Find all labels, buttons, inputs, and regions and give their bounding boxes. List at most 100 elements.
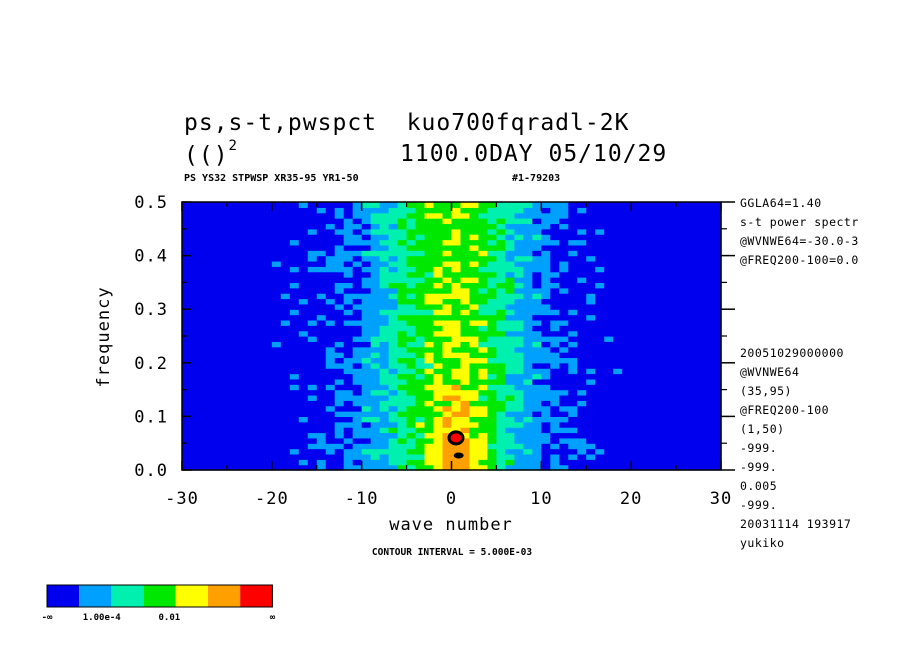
field-cell xyxy=(388,389,399,396)
field-cell xyxy=(199,260,210,267)
field-cell xyxy=(244,277,255,283)
field-cell xyxy=(631,330,641,337)
field-cell xyxy=(703,255,713,262)
field-cell xyxy=(487,352,498,359)
field-cell xyxy=(640,314,650,321)
field-cell xyxy=(604,239,614,246)
colorbar-label: 0.01 xyxy=(159,613,181,623)
field-cell xyxy=(640,271,650,278)
field-cell xyxy=(208,336,219,342)
field-cell xyxy=(271,309,282,316)
field-cell xyxy=(397,287,408,294)
field-cell xyxy=(307,405,318,412)
field-cell xyxy=(577,298,587,305)
field-cell xyxy=(568,448,578,455)
field-cell xyxy=(469,234,480,241)
field-cell xyxy=(361,443,372,450)
field-cell xyxy=(298,453,309,460)
field-cell xyxy=(298,341,309,348)
field-cell xyxy=(352,234,363,241)
field-cell xyxy=(370,421,381,428)
field-cell xyxy=(667,228,677,235)
field-cell xyxy=(253,341,264,348)
field-cell xyxy=(505,346,515,353)
field-cell xyxy=(406,282,417,289)
field-cell xyxy=(208,218,219,225)
field-cell xyxy=(253,368,264,375)
field-cell xyxy=(667,389,677,396)
field-cell xyxy=(298,346,309,353)
field-cell xyxy=(649,384,659,391)
field-cell xyxy=(469,357,480,364)
field-cell xyxy=(505,443,515,450)
field-cell xyxy=(190,266,201,273)
field-cell xyxy=(460,207,471,214)
field-cell xyxy=(253,218,264,225)
field-cell xyxy=(622,239,632,246)
field-cell xyxy=(199,464,210,471)
field-cell xyxy=(685,411,695,417)
field-cell xyxy=(182,298,192,305)
field-cell xyxy=(460,303,471,310)
field-cell xyxy=(667,212,677,219)
field-cell xyxy=(712,325,722,332)
field-cell xyxy=(208,234,219,241)
field-cell xyxy=(712,287,722,294)
field-cell xyxy=(199,352,210,359)
field-cell xyxy=(496,271,506,278)
field-cell xyxy=(289,437,300,444)
field-cell xyxy=(307,421,318,428)
field-cell xyxy=(613,287,623,294)
field-cell xyxy=(649,330,659,337)
field-cell xyxy=(343,421,354,428)
field-cell xyxy=(406,228,417,235)
field-cell xyxy=(226,400,237,407)
field-cell xyxy=(613,368,623,375)
field-cell xyxy=(325,325,336,332)
field-cell xyxy=(649,416,659,423)
field-cell xyxy=(182,437,192,444)
field-cell xyxy=(550,287,560,294)
field-cell xyxy=(307,453,318,460)
field-cell xyxy=(226,394,237,401)
field-cell xyxy=(226,218,237,225)
field-cell xyxy=(361,202,372,208)
field-cell xyxy=(595,421,605,428)
field-cell xyxy=(523,207,533,214)
field-cell xyxy=(370,330,381,337)
peak-marker xyxy=(447,430,465,446)
field-cell xyxy=(478,400,489,407)
field-cell xyxy=(487,411,498,417)
field-cell xyxy=(226,362,237,369)
field-cell xyxy=(208,282,219,289)
field-cell xyxy=(316,416,327,423)
field-cell xyxy=(505,394,515,401)
field-cell xyxy=(676,384,686,391)
field-cell xyxy=(541,341,551,348)
field-cell xyxy=(352,389,363,396)
field-cell xyxy=(622,223,632,230)
field-cell xyxy=(199,234,210,241)
field-cell xyxy=(379,448,390,455)
field-cell xyxy=(334,207,345,214)
field-cell xyxy=(397,271,408,278)
field-cell xyxy=(388,271,399,278)
field-cell xyxy=(451,405,462,412)
field-cell xyxy=(568,437,578,444)
field-cell xyxy=(415,282,426,289)
field-cell xyxy=(406,357,417,364)
field-cell xyxy=(622,400,632,407)
field-cell xyxy=(478,464,489,471)
field-cell xyxy=(586,400,596,407)
field-cell xyxy=(559,303,569,310)
field-cell xyxy=(451,373,462,380)
field-cell xyxy=(649,298,659,305)
field-cell xyxy=(532,453,542,460)
field-cell xyxy=(595,352,605,359)
field-cell xyxy=(379,282,390,289)
field-cell xyxy=(217,207,228,214)
field-cell xyxy=(388,453,399,460)
field-cell xyxy=(316,368,327,375)
field-cell xyxy=(379,384,390,391)
field-cell xyxy=(289,416,300,423)
